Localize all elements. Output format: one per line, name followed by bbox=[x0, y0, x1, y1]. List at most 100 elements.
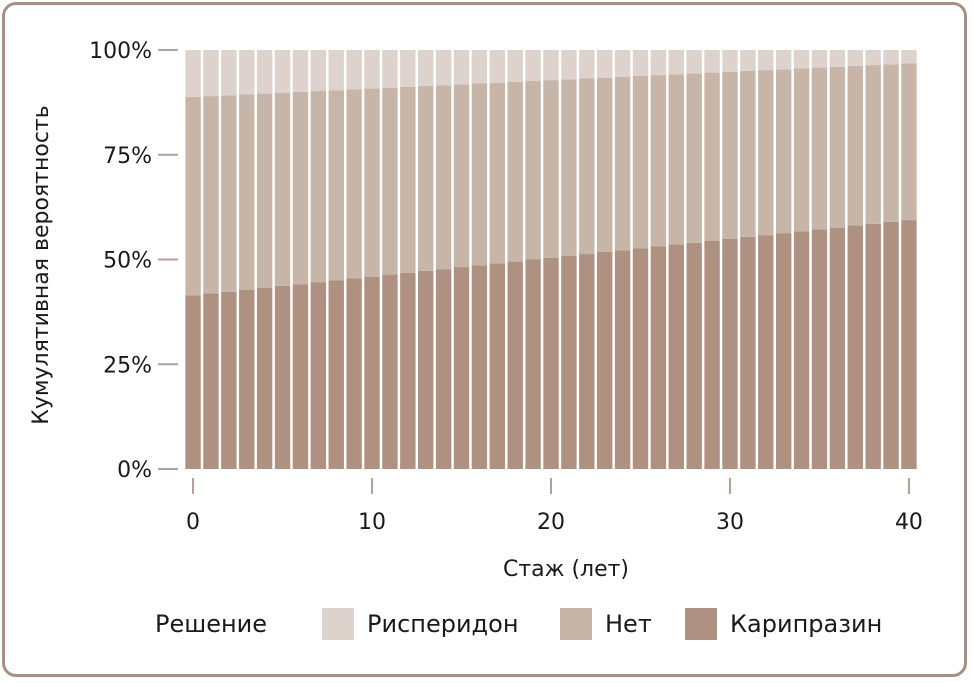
bar-cariprazine-9 bbox=[346, 278, 362, 469]
bar-risperidone-24 bbox=[614, 50, 631, 77]
bar-cariprazine-27 bbox=[668, 244, 684, 469]
bar-risperidone-27 bbox=[668, 50, 684, 75]
y-axis: 0% 25% 50% 75% 100% bbox=[89, 39, 178, 483]
bar-risperidone-29 bbox=[704, 50, 720, 73]
bar-none-35 bbox=[811, 67, 828, 230]
bar-risperidone-33 bbox=[775, 50, 792, 70]
bar-none-25 bbox=[632, 75, 649, 249]
bar-cariprazine-19 bbox=[525, 259, 541, 469]
bar-cariprazine-0 bbox=[185, 295, 201, 469]
y-tick-label: 50% bbox=[103, 249, 152, 274]
bar-risperidone-39 bbox=[883, 50, 899, 65]
bar-none-32 bbox=[758, 70, 774, 236]
bar-cariprazine-35 bbox=[811, 229, 828, 469]
legend: Решение Рисперидон Нет Карипразин bbox=[155, 608, 882, 640]
bar-none-18 bbox=[507, 81, 523, 262]
bar-risperidone-2 bbox=[221, 50, 237, 96]
y-axis-title: Кумулятивная вероятность bbox=[29, 105, 54, 424]
bar-none-33 bbox=[775, 69, 792, 234]
x-axis-title: Стаж (лет) bbox=[503, 557, 629, 582]
bar-none-19 bbox=[525, 81, 541, 260]
bar-risperidone-37 bbox=[847, 50, 863, 66]
bar-none-28 bbox=[686, 73, 702, 243]
bar-risperidone-11 bbox=[382, 50, 398, 88]
bar-cariprazine-28 bbox=[686, 242, 702, 469]
bar-none-1 bbox=[203, 96, 219, 294]
legend-swatch-none bbox=[560, 608, 592, 640]
bar-cariprazine-29 bbox=[704, 240, 720, 469]
bar-risperidone-10 bbox=[364, 50, 380, 89]
x-tick-label: 0 bbox=[186, 510, 200, 535]
bar-none-24 bbox=[614, 76, 631, 251]
bar-none-37 bbox=[847, 65, 863, 226]
bar-none-29 bbox=[704, 72, 720, 241]
bar-cariprazine-11 bbox=[382, 274, 398, 469]
x-tick-label: 20 bbox=[537, 510, 565, 535]
bar-cariprazine-34 bbox=[793, 231, 810, 469]
bar-cariprazine-7 bbox=[310, 282, 327, 469]
bar-risperidone-23 bbox=[596, 50, 613, 78]
bar-cariprazine-32 bbox=[758, 235, 774, 469]
bar-none-3 bbox=[239, 94, 255, 290]
bar-none-9 bbox=[346, 89, 362, 279]
bar-none-10 bbox=[364, 88, 380, 277]
bar-none-14 bbox=[435, 85, 452, 270]
bar-risperidone-8 bbox=[328, 50, 344, 91]
bar-risperidone-26 bbox=[650, 50, 667, 76]
bar-risperidone-17 bbox=[489, 50, 506, 83]
bar-risperidone-0 bbox=[185, 50, 201, 97]
x-tick-label: 10 bbox=[358, 510, 386, 535]
bar-risperidone-14 bbox=[435, 50, 452, 86]
bar-risperidone-36 bbox=[829, 50, 846, 67]
bar-cariprazine-37 bbox=[847, 225, 863, 469]
bar-risperidone-13 bbox=[418, 50, 434, 87]
bar-risperidone-4 bbox=[256, 50, 273, 94]
x-tick-label: 30 bbox=[716, 510, 744, 535]
bar-cariprazine-33 bbox=[775, 233, 792, 469]
bar-risperidone-19 bbox=[525, 50, 541, 82]
bar-none-2 bbox=[221, 95, 237, 292]
x-tick-label: 40 bbox=[895, 510, 923, 535]
bar-risperidone-3 bbox=[239, 50, 255, 95]
bar-cariprazine-2 bbox=[221, 291, 237, 469]
y-tick-label: 100% bbox=[89, 39, 152, 64]
bar-none-0 bbox=[185, 96, 201, 296]
bar-cariprazine-6 bbox=[292, 284, 309, 469]
bar-cariprazine-31 bbox=[740, 236, 756, 469]
bar-cariprazine-23 bbox=[596, 251, 613, 469]
bar-cariprazine-15 bbox=[453, 267, 470, 469]
bar-risperidone-20 bbox=[543, 50, 559, 81]
bar-none-17 bbox=[489, 82, 506, 264]
bar-cariprazine-8 bbox=[328, 280, 344, 469]
bar-risperidone-5 bbox=[274, 50, 291, 93]
bar-none-13 bbox=[418, 86, 434, 271]
bar-cariprazine-22 bbox=[579, 254, 595, 469]
bar-risperidone-38 bbox=[865, 50, 881, 66]
bar-risperidone-40 bbox=[901, 50, 917, 64]
bar-none-26 bbox=[650, 75, 667, 247]
y-tick-label: 25% bbox=[103, 353, 152, 378]
bar-none-22 bbox=[579, 78, 595, 255]
bar-risperidone-31 bbox=[740, 50, 756, 71]
bar-none-23 bbox=[596, 77, 613, 252]
legend-label-cariprazine: Карипразин bbox=[730, 610, 882, 638]
bar-risperidone-16 bbox=[471, 50, 488, 84]
bar-risperidone-1 bbox=[203, 50, 219, 97]
bar-cariprazine-36 bbox=[829, 227, 846, 469]
bar-none-12 bbox=[400, 86, 416, 273]
bar-none-5 bbox=[274, 92, 291, 286]
bar-none-16 bbox=[471, 83, 488, 266]
x-axis: 0 10 20 30 40 bbox=[186, 478, 923, 535]
bar-cariprazine-40 bbox=[901, 220, 917, 469]
bar-none-4 bbox=[256, 93, 273, 288]
bar-risperidone-32 bbox=[758, 50, 774, 71]
legend-title: Решение bbox=[155, 610, 267, 638]
bar-risperidone-34 bbox=[793, 50, 810, 69]
bar-none-7 bbox=[310, 91, 327, 283]
bar-risperidone-28 bbox=[686, 50, 702, 74]
bar-cariprazine-1 bbox=[203, 293, 219, 469]
legend-label-risperidone: Рисперидон bbox=[367, 610, 519, 638]
bar-cariprazine-24 bbox=[614, 250, 631, 469]
bar-risperidone-15 bbox=[453, 50, 470, 85]
